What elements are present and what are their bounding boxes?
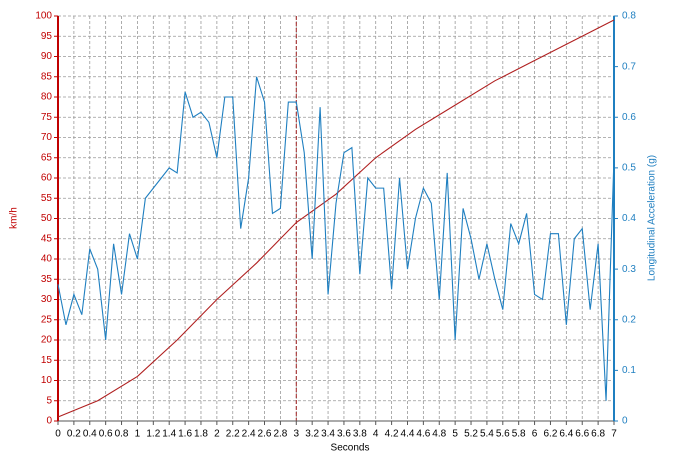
- y-tick-label: 50: [41, 213, 53, 224]
- y2-tick-label: 0: [622, 416, 628, 427]
- x-tick-label: 2.8: [273, 429, 287, 440]
- y2-tick-label: 0.3: [622, 264, 636, 275]
- x-tick-label: 6.4: [559, 429, 573, 440]
- y-tick-label: 30: [41, 294, 53, 305]
- x-tick-label: 4: [373, 429, 379, 440]
- y2-tick-label: 0.8: [622, 11, 636, 22]
- y2-tick-label: 0.2: [622, 314, 636, 325]
- y-tick-label: 45: [41, 233, 53, 244]
- y-tick-label: 10: [41, 375, 53, 386]
- y-tick-label: 100: [35, 11, 52, 22]
- x-tick-label: 0.6: [99, 429, 113, 440]
- x-tick-label: 1.4: [162, 429, 176, 440]
- x-tick-label: 0.2: [67, 429, 81, 440]
- x-tick-label: 0.8: [115, 429, 129, 440]
- y-tick-label: 55: [41, 193, 53, 204]
- x-tick-label: 6.2: [544, 429, 558, 440]
- y-tick-label: 85: [41, 71, 53, 82]
- x-tick-label: 5: [452, 429, 458, 440]
- y-tick-label: 15: [41, 355, 53, 366]
- x-tick-label: 1.6: [178, 429, 192, 440]
- y-axis-label: km/h: [9, 207, 20, 229]
- x-tick-label: 3: [294, 429, 300, 440]
- x-tick-label: 3.8: [353, 429, 367, 440]
- x-tick-label: 1.8: [194, 429, 208, 440]
- x-tick-label: 7: [611, 429, 617, 440]
- y2-tick-label: 0.7: [622, 61, 636, 72]
- x-tick-label: 2.4: [242, 429, 256, 440]
- y-tick-label: 65: [41, 152, 53, 163]
- x-tick-label: 1.2: [146, 429, 160, 440]
- y2-axis-label: Longitudinal Acceleration (g): [647, 155, 658, 281]
- y-tick-label: 60: [41, 173, 53, 184]
- y-tick-label: 40: [41, 254, 53, 265]
- y2-tick-label: 0.4: [622, 213, 636, 224]
- y-tick-label: 70: [41, 132, 53, 143]
- x-tick-label: 6.6: [575, 429, 589, 440]
- y2-tick-label: 0.6: [622, 112, 636, 123]
- x-tick-label: 0: [55, 429, 61, 440]
- x-tick-label: 1: [135, 429, 141, 440]
- y-tick-label: 95: [41, 31, 53, 42]
- x-tick-label: 0.4: [83, 429, 97, 440]
- x-tick-label: 6: [532, 429, 538, 440]
- x-tick-label: 4.6: [416, 429, 430, 440]
- x-tick-label: 3.2: [305, 429, 319, 440]
- y-tick-label: 25: [41, 314, 53, 325]
- y2-tick-label: 0.5: [622, 163, 636, 174]
- x-tick-label: 4.2: [385, 429, 399, 440]
- x-tick-label: 5.4: [480, 429, 494, 440]
- y-tick-label: 90: [41, 51, 53, 62]
- y-tick-label: 75: [41, 112, 53, 123]
- x-tick-label: 5.8: [512, 429, 526, 440]
- x-tick-label: 5.6: [496, 429, 510, 440]
- x-tick-label: 4.8: [432, 429, 446, 440]
- y-tick-label: 80: [41, 92, 53, 103]
- y-tick-label: 0: [46, 416, 52, 427]
- x-axis-label: Seconds: [331, 443, 370, 454]
- data-line: [57, 19, 615, 418]
- y-tick-label: 20: [41, 335, 53, 346]
- x-tick-label: 2.2: [226, 429, 240, 440]
- x-tick-label: 4.4: [401, 429, 415, 440]
- x-tick-label: 3.4: [321, 429, 335, 440]
- data-line: [57, 76, 615, 401]
- y2-tick-label: 0.1: [622, 365, 636, 376]
- x-tick-label: 3.6: [337, 429, 351, 440]
- x-tick-label: 6.8: [591, 429, 605, 440]
- y-tick-label: 35: [41, 274, 53, 285]
- y-tick-label: 5: [46, 395, 52, 406]
- x-tick-label: 2.6: [258, 429, 272, 440]
- x-tick-label: 5.2: [464, 429, 478, 440]
- x-tick-label: 2: [214, 429, 220, 440]
